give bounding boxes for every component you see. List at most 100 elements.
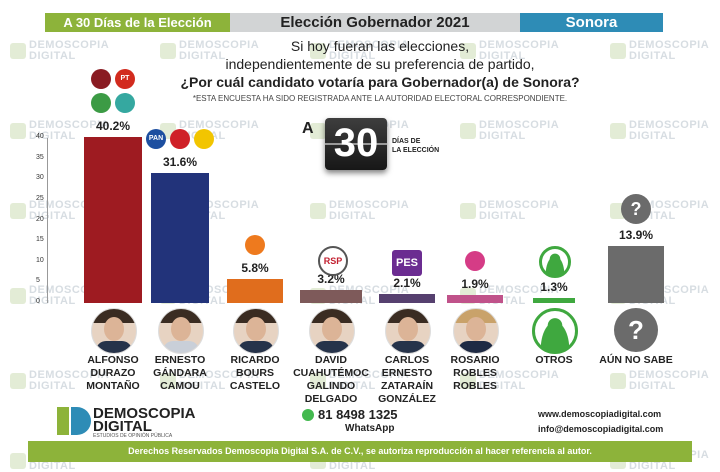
y-tick-label: 5 <box>36 277 40 285</box>
bar <box>84 137 142 303</box>
rsp-icon: RSP <box>318 245 348 276</box>
user-icon <box>532 308 578 354</box>
candidate-name-line: CAMOU <box>160 380 200 392</box>
bar <box>151 172 209 303</box>
nueva-alianza-icon <box>115 93 135 114</box>
bar <box>447 295 503 303</box>
brand-name-line-1: DEMOSCOPIA <box>93 405 196 422</box>
watermark-logo-icon <box>160 373 176 389</box>
candidate-name-line: RICARDO <box>230 354 280 366</box>
photo-suit <box>390 341 426 353</box>
photo-face <box>104 317 124 341</box>
watermark-logo-icon <box>460 373 476 389</box>
question-line-3: ¿Por cuál candidato votaría para Goberna… <box>180 74 580 90</box>
candidate-name-line: CUAHUTÉMOC <box>293 367 369 379</box>
candidate-name-line: DAVID <box>315 354 347 366</box>
watermark-logo-icon <box>310 203 326 219</box>
y-tick-label: 20 <box>36 215 44 223</box>
candidate-name: ALFONSO DURAZO MONTAÑO <box>75 354 151 393</box>
photo-suit <box>238 341 274 353</box>
watermark-logo-icon <box>10 453 26 469</box>
candidate-name-line: CASTELO <box>229 380 281 392</box>
pt-icon: PT <box>115 69 135 90</box>
candidate-name: RICARDO BOURS CASTELO <box>217 354 293 393</box>
website-link[interactable]: www.demoscopiadigital.com <box>538 409 662 419</box>
photo-hair <box>159 309 203 323</box>
state-banner: Sonora <box>520 13 663 32</box>
whatsapp-icon <box>302 409 314 421</box>
email-link[interactable]: info@demoscopiadigital.com <box>538 424 664 434</box>
photo-face <box>398 317 418 341</box>
watermark-logo-icon <box>610 43 626 59</box>
countdown-label-line-1: DÍAS DE <box>392 138 421 145</box>
candidate-name-line: OTROS <box>535 354 573 366</box>
candidate-name-line: ERNESTO <box>381 367 433 379</box>
watermark-logo-icon <box>460 123 476 139</box>
candidate-name-line: ROBLES <box>453 380 497 392</box>
candidate-photo <box>158 308 204 354</box>
candidate-name-line: ERNESTO <box>154 354 206 366</box>
bar <box>227 279 283 303</box>
data-label: 31.6% <box>162 154 198 169</box>
photo-face <box>171 317 191 341</box>
data-label: 5.8% <box>241 261 269 276</box>
watermark-logo-icon <box>160 43 176 59</box>
question-icon: ? <box>614 308 658 352</box>
days-to-election-banner: A 30 Días de la Elección <box>45 13 230 32</box>
photo-face <box>246 317 266 341</box>
movimiento-ciudadano-icon <box>245 235 265 256</box>
bar <box>608 245 664 303</box>
countdown-label-line-2: LA ELECCIÓN <box>392 147 440 154</box>
question-icon: ? <box>621 193 651 224</box>
candidate-name: OTROS <box>516 354 592 367</box>
bar <box>533 297 575 303</box>
candidate-name-line: ROBLES <box>453 367 497 379</box>
morena-icon <box>91 69 111 90</box>
bar <box>379 294 435 303</box>
whatsapp-label: WhatsApp <box>345 423 395 434</box>
watermark-logo-icon <box>310 43 326 59</box>
watermark-logo-icon <box>10 373 26 389</box>
candidate-name: DAVID CUAHUTÉMOC GALINDO DELGADO <box>293 354 369 406</box>
brand-tagline: ESTUDIOS DE OPINIÓN PÚBLICA <box>93 433 173 439</box>
photo-face <box>466 317 486 341</box>
y-tick-label: 10 <box>36 256 44 264</box>
chart-title: Elección Gobernador 2021 <box>230 13 520 32</box>
candidate-photo <box>91 308 137 354</box>
fuerza-por-mexico-icon <box>465 251 485 272</box>
countdown-prefix: A <box>302 120 314 137</box>
pes-icon: PES <box>392 250 422 277</box>
photo-hair <box>310 309 354 323</box>
candidate-photo <box>233 308 279 354</box>
photo-hair <box>386 309 430 323</box>
verde-icon <box>91 93 111 114</box>
watermark-logo-icon <box>310 123 326 139</box>
candidate-name-line: MONTAÑO <box>86 380 140 392</box>
candidate-name-line: DELGADO <box>304 393 358 405</box>
phone-number[interactable]: 81 8498 1325 <box>318 407 398 422</box>
watermark-logo-icon <box>310 373 326 389</box>
